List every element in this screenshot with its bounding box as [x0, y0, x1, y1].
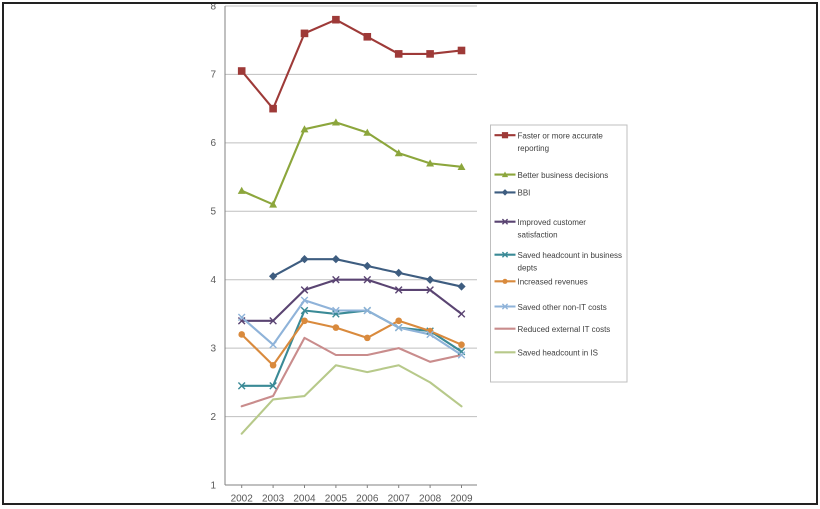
svg-text:Reduced external IT costs: Reduced external IT costs [518, 325, 611, 334]
svg-text:reporting: reporting [518, 144, 550, 153]
svg-text:Faster or more accurate: Faster or more accurate [518, 132, 604, 141]
svg-text:5: 5 [210, 207, 216, 218]
svg-text:2003: 2003 [262, 494, 285, 504]
svg-text:2008: 2008 [419, 494, 442, 504]
svg-text:Increased revenues: Increased revenues [518, 278, 588, 287]
svg-text:Saved headcount in business: Saved headcount in business [518, 251, 623, 260]
svg-text:BBI: BBI [518, 189, 531, 198]
svg-text:2002: 2002 [231, 494, 254, 504]
svg-text:satisfaction: satisfaction [518, 230, 558, 239]
svg-text:depts: depts [518, 263, 538, 272]
svg-text:4: 4 [210, 275, 216, 286]
svg-text:8: 8 [210, 4, 216, 12]
svg-text:2006: 2006 [356, 494, 379, 504]
svg-text:Improved customer: Improved customer [518, 218, 587, 227]
svg-text:2: 2 [210, 412, 216, 423]
svg-text:6: 6 [210, 138, 216, 149]
svg-text:1: 1 [210, 480, 216, 491]
svg-text:2004: 2004 [293, 494, 316, 504]
svg-text:2007: 2007 [388, 494, 411, 504]
svg-text:Saved other non-IT costs: Saved other non-IT costs [518, 303, 607, 312]
svg-text:7: 7 [210, 70, 216, 81]
svg-text:2009: 2009 [450, 494, 473, 504]
svg-text:2005: 2005 [325, 494, 348, 504]
svg-text:Saved headcount in IS: Saved headcount in IS [518, 349, 599, 358]
svg-text:Better business decisions: Better business decisions [518, 171, 609, 180]
svg-text:3: 3 [210, 343, 216, 354]
